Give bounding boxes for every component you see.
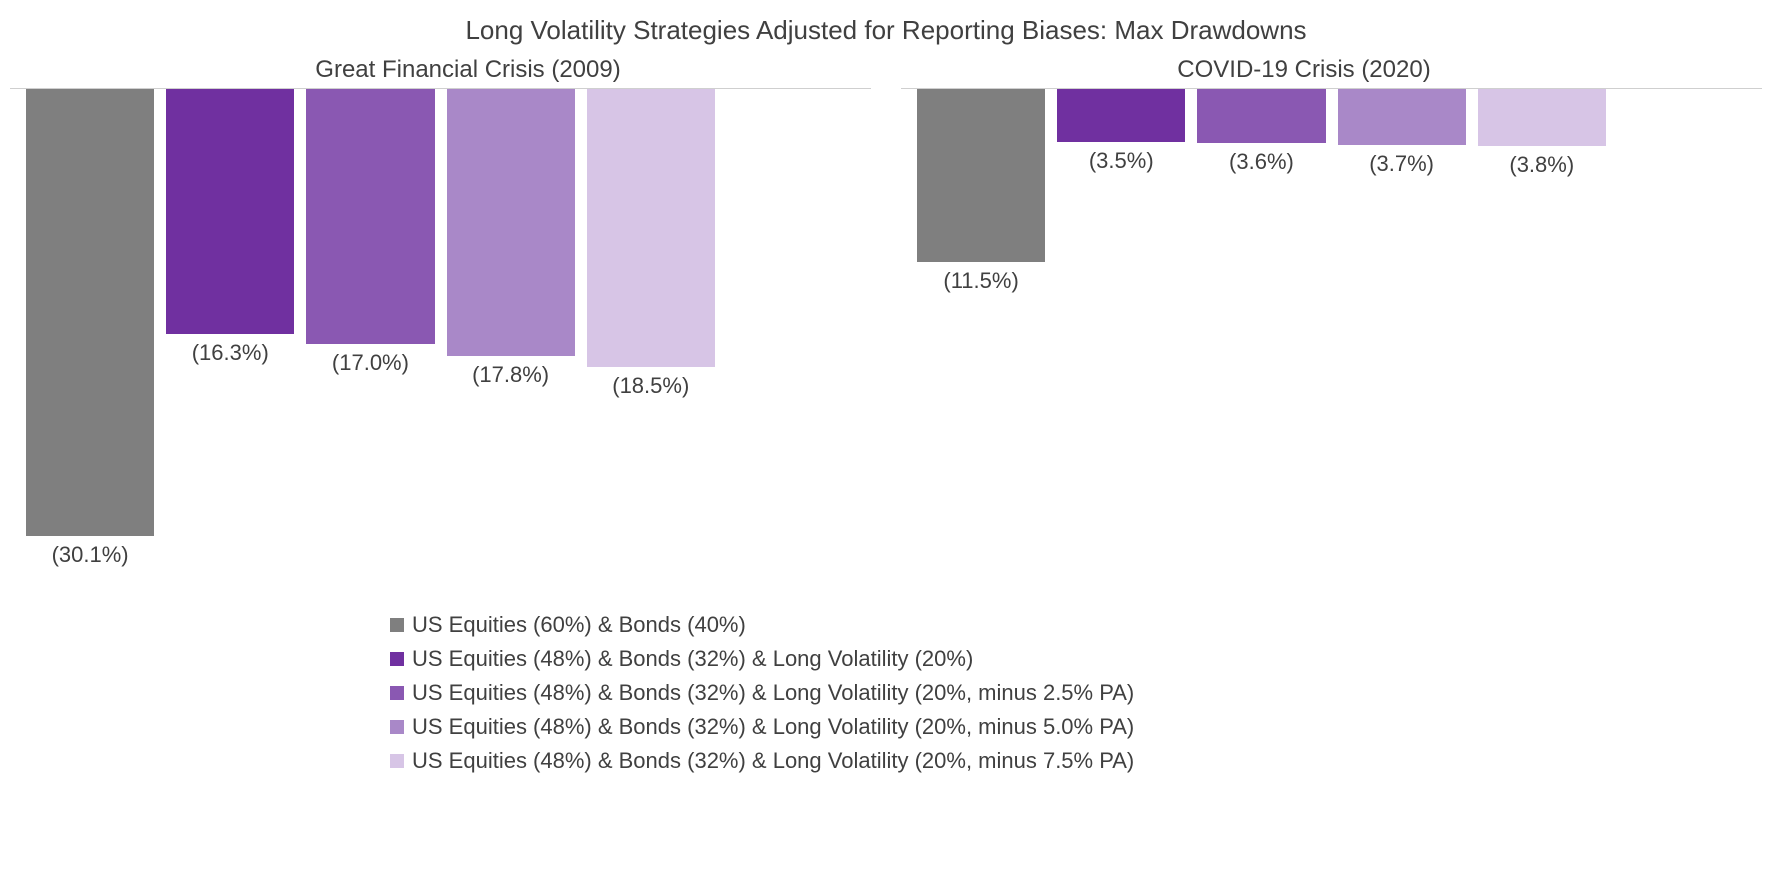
- bar-slot: (3.6%): [1191, 89, 1331, 568]
- cluster-label-1: COVID-19 Crisis (2020): [886, 56, 1722, 84]
- bar-slot: (3.5%): [1051, 89, 1191, 568]
- bar: [26, 89, 154, 536]
- bar-value-label: (3.6%): [1229, 149, 1294, 175]
- bar: [1197, 89, 1325, 143]
- bar-spacer: [721, 89, 861, 568]
- subtitles-row: Great Financial Crisis (2009) COVID-19 C…: [10, 56, 1762, 84]
- legend-label: US Equities (48%) & Bonds (32%) & Long V…: [412, 680, 1134, 706]
- bar-slot: (16.3%): [160, 89, 300, 568]
- bar: [1338, 89, 1466, 145]
- bar-slot: (17.8%): [441, 89, 581, 568]
- legend-label: US Equities (48%) & Bonds (32%) & Long V…: [412, 748, 1134, 774]
- legend-item: US Equities (48%) & Bonds (32%) & Long V…: [390, 748, 1134, 774]
- legend-swatch: [390, 686, 404, 700]
- bar: [1057, 89, 1185, 142]
- bar: [166, 89, 294, 334]
- legend-swatch: [390, 618, 404, 632]
- plot-area: (30.1%) (16.3%) (17.0%) (17.8%) (18.5%) (11.…: [10, 88, 1762, 568]
- bar: [917, 89, 1045, 262]
- bar-slot: (11.5%): [911, 89, 1051, 568]
- bar-value-label: (3.5%): [1089, 148, 1154, 174]
- bar: [587, 89, 715, 367]
- legend-label: US Equities (48%) & Bonds (32%) & Long V…: [412, 646, 973, 672]
- bar-value-label: (30.1%): [52, 542, 129, 568]
- cluster-gap: [871, 88, 901, 568]
- legend-label: US Equities (48%) & Bonds (32%) & Long V…: [412, 714, 1134, 740]
- legend-swatch: [390, 754, 404, 768]
- bar: [447, 89, 575, 356]
- bar-spacer: [1612, 89, 1752, 568]
- chart-title: Long Volatility Strategies Adjusted for …: [10, 15, 1762, 46]
- bar-value-label: (18.5%): [612, 373, 689, 399]
- legend-swatch: [390, 652, 404, 666]
- bar-slot: (18.5%): [581, 89, 721, 568]
- bar-value-label: (11.5%): [943, 268, 1018, 294]
- legend-item: US Equities (48%) & Bonds (32%) & Long V…: [390, 646, 973, 672]
- bar-value-label: (17.8%): [472, 362, 549, 388]
- bar-slot: (30.1%): [20, 89, 160, 568]
- bar-value-label: (3.7%): [1369, 151, 1434, 177]
- legend-item: US Equities (48%) & Bonds (32%) & Long V…: [390, 680, 1134, 706]
- cluster-1: (11.5%) (3.5%) (3.6%) (3.7%) (3.8%): [901, 88, 1762, 568]
- bar-value-label: (3.8%): [1509, 152, 1574, 178]
- cluster-label-0: Great Financial Crisis (2009): [50, 56, 886, 84]
- bar-value-label: (17.0%): [332, 350, 409, 376]
- legend-item: US Equities (60%) & Bonds (40%): [390, 612, 746, 638]
- bar-slot: (17.0%): [300, 89, 440, 568]
- legend: US Equities (60%) & Bonds (40%) US Equiti…: [390, 608, 1762, 778]
- bar-slot: (3.8%): [1472, 89, 1612, 568]
- legend-label: US Equities (60%) & Bonds (40%): [412, 612, 746, 638]
- bar: [1478, 89, 1606, 146]
- bar-value-label: (16.3%): [192, 340, 269, 366]
- chart-container: Long Volatility Strategies Adjusted for …: [0, 0, 1772, 886]
- cluster-0: (30.1%) (16.3%) (17.0%) (17.8%) (18.5%): [10, 88, 871, 568]
- bar-slot: (3.7%): [1332, 89, 1472, 568]
- legend-swatch: [390, 720, 404, 734]
- bar: [306, 89, 434, 344]
- legend-item: US Equities (48%) & Bonds (32%) & Long V…: [390, 714, 1134, 740]
